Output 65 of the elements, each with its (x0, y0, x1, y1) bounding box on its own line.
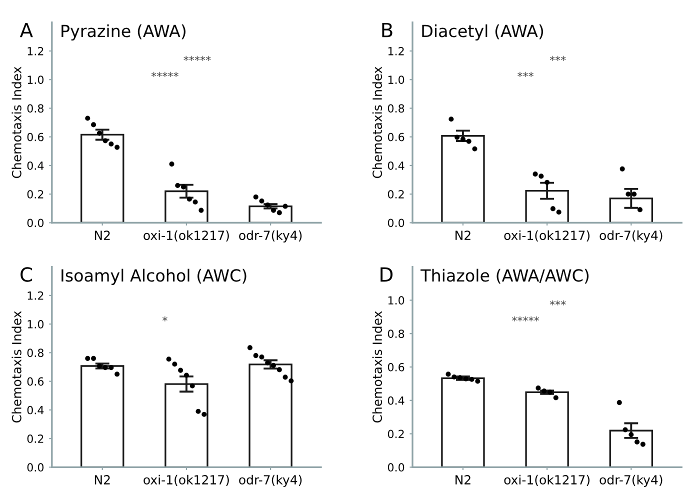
bar (164, 190, 208, 223)
text: C (20, 267, 32, 282)
chart-title: Diacetyl (AWA) (422, 24, 544, 40)
x-tick-label: N2 (456, 475, 470, 484)
x-tick-label: oxi-1(ok1217) (144, 230, 229, 242)
text: A (20, 22, 33, 38)
y-tick-label: 1.2 (28, 291, 44, 300)
bar (441, 135, 485, 223)
y-axis-title: Chemotaxis Index (12, 311, 22, 423)
y-tick-label: 0.0 (27, 218, 44, 228)
y-tick-label: 0.0 (388, 218, 404, 228)
annotation: *** (550, 300, 566, 306)
annotation: * (162, 316, 168, 322)
x-tick-label: N2 (94, 230, 110, 240)
annotation: ***** (184, 56, 211, 61)
y-tick-label: 0.2 (388, 430, 404, 438)
y-tick-label: 0.2 (27, 190, 44, 198)
y-tick-label: 1.0 (28, 320, 44, 328)
y-tick-label: 0.0 (388, 463, 404, 472)
y-tick-label: 1.2 (388, 46, 404, 56)
x-tick-label: odr-7(ky4) (600, 474, 662, 487)
y-tick-label: 0.4 (27, 161, 44, 170)
y-tick-label: 0.6 (27, 132, 44, 142)
annotation: *** (550, 56, 566, 61)
annotation: *** (518, 72, 534, 77)
x-tick-label: oxi-1(ok1217) (504, 474, 590, 486)
y-tick-label: 0.0 (27, 463, 44, 472)
y-tick-label: 1.2 (28, 46, 44, 56)
y-axis-title: Chemotaxis Index (372, 66, 382, 178)
text: B (382, 22, 392, 38)
annotation: ***** (512, 316, 540, 322)
y-tick-label: 0.8 (388, 330, 404, 338)
bar (441, 377, 485, 468)
x-tick-label: N2 (94, 475, 110, 484)
bar (525, 391, 569, 468)
y-tick-label: 1.0 (388, 76, 404, 84)
bar (80, 365, 124, 468)
y-tick-label: 0.6 (388, 132, 404, 142)
x-tick-label: oxi-1(ok1217) (504, 230, 590, 242)
text: D (380, 267, 393, 282)
y-tick-label: 0.8 (27, 348, 44, 358)
y-tick-label: 0.8 (27, 104, 44, 113)
y-tick-label: 0.4 (388, 161, 404, 170)
y-axis-title: Chemotaxis Index (12, 66, 22, 178)
x-tick-label: odr-7(ky4) (239, 474, 302, 487)
annotation: ***** (151, 72, 178, 77)
chart-title: Thiazole (AWA/AWC) (420, 268, 589, 284)
y-tick-label: 0.8 (388, 104, 404, 113)
y-tick-label: 0.6 (27, 377, 44, 386)
y-tick-label: 0.4 (388, 396, 404, 405)
y-tick-label: 1.0 (28, 76, 44, 84)
chart-title: Isoamyl Alcohol (AWC) (62, 268, 246, 285)
y-tick-label: 0.2 (27, 434, 44, 443)
x-tick-label: odr-7(ky4) (600, 230, 662, 242)
x-tick-label: odr-7(ky4) (239, 230, 302, 242)
chart-title: Pyrazine (AWA) (62, 24, 186, 40)
y-tick-label: 1.0 (388, 296, 404, 305)
y-tick-label: 0.2 (388, 190, 404, 198)
bar (80, 134, 124, 223)
x-tick-label: N2 (456, 230, 470, 240)
y-tick-label: 0.4 (27, 406, 44, 414)
y-axis-title: Chemotaxis Index (372, 311, 382, 423)
x-tick-label: oxi-1(ok1217) (144, 474, 229, 486)
bar (248, 364, 292, 468)
y-tick-label: 0.6 (388, 362, 404, 372)
